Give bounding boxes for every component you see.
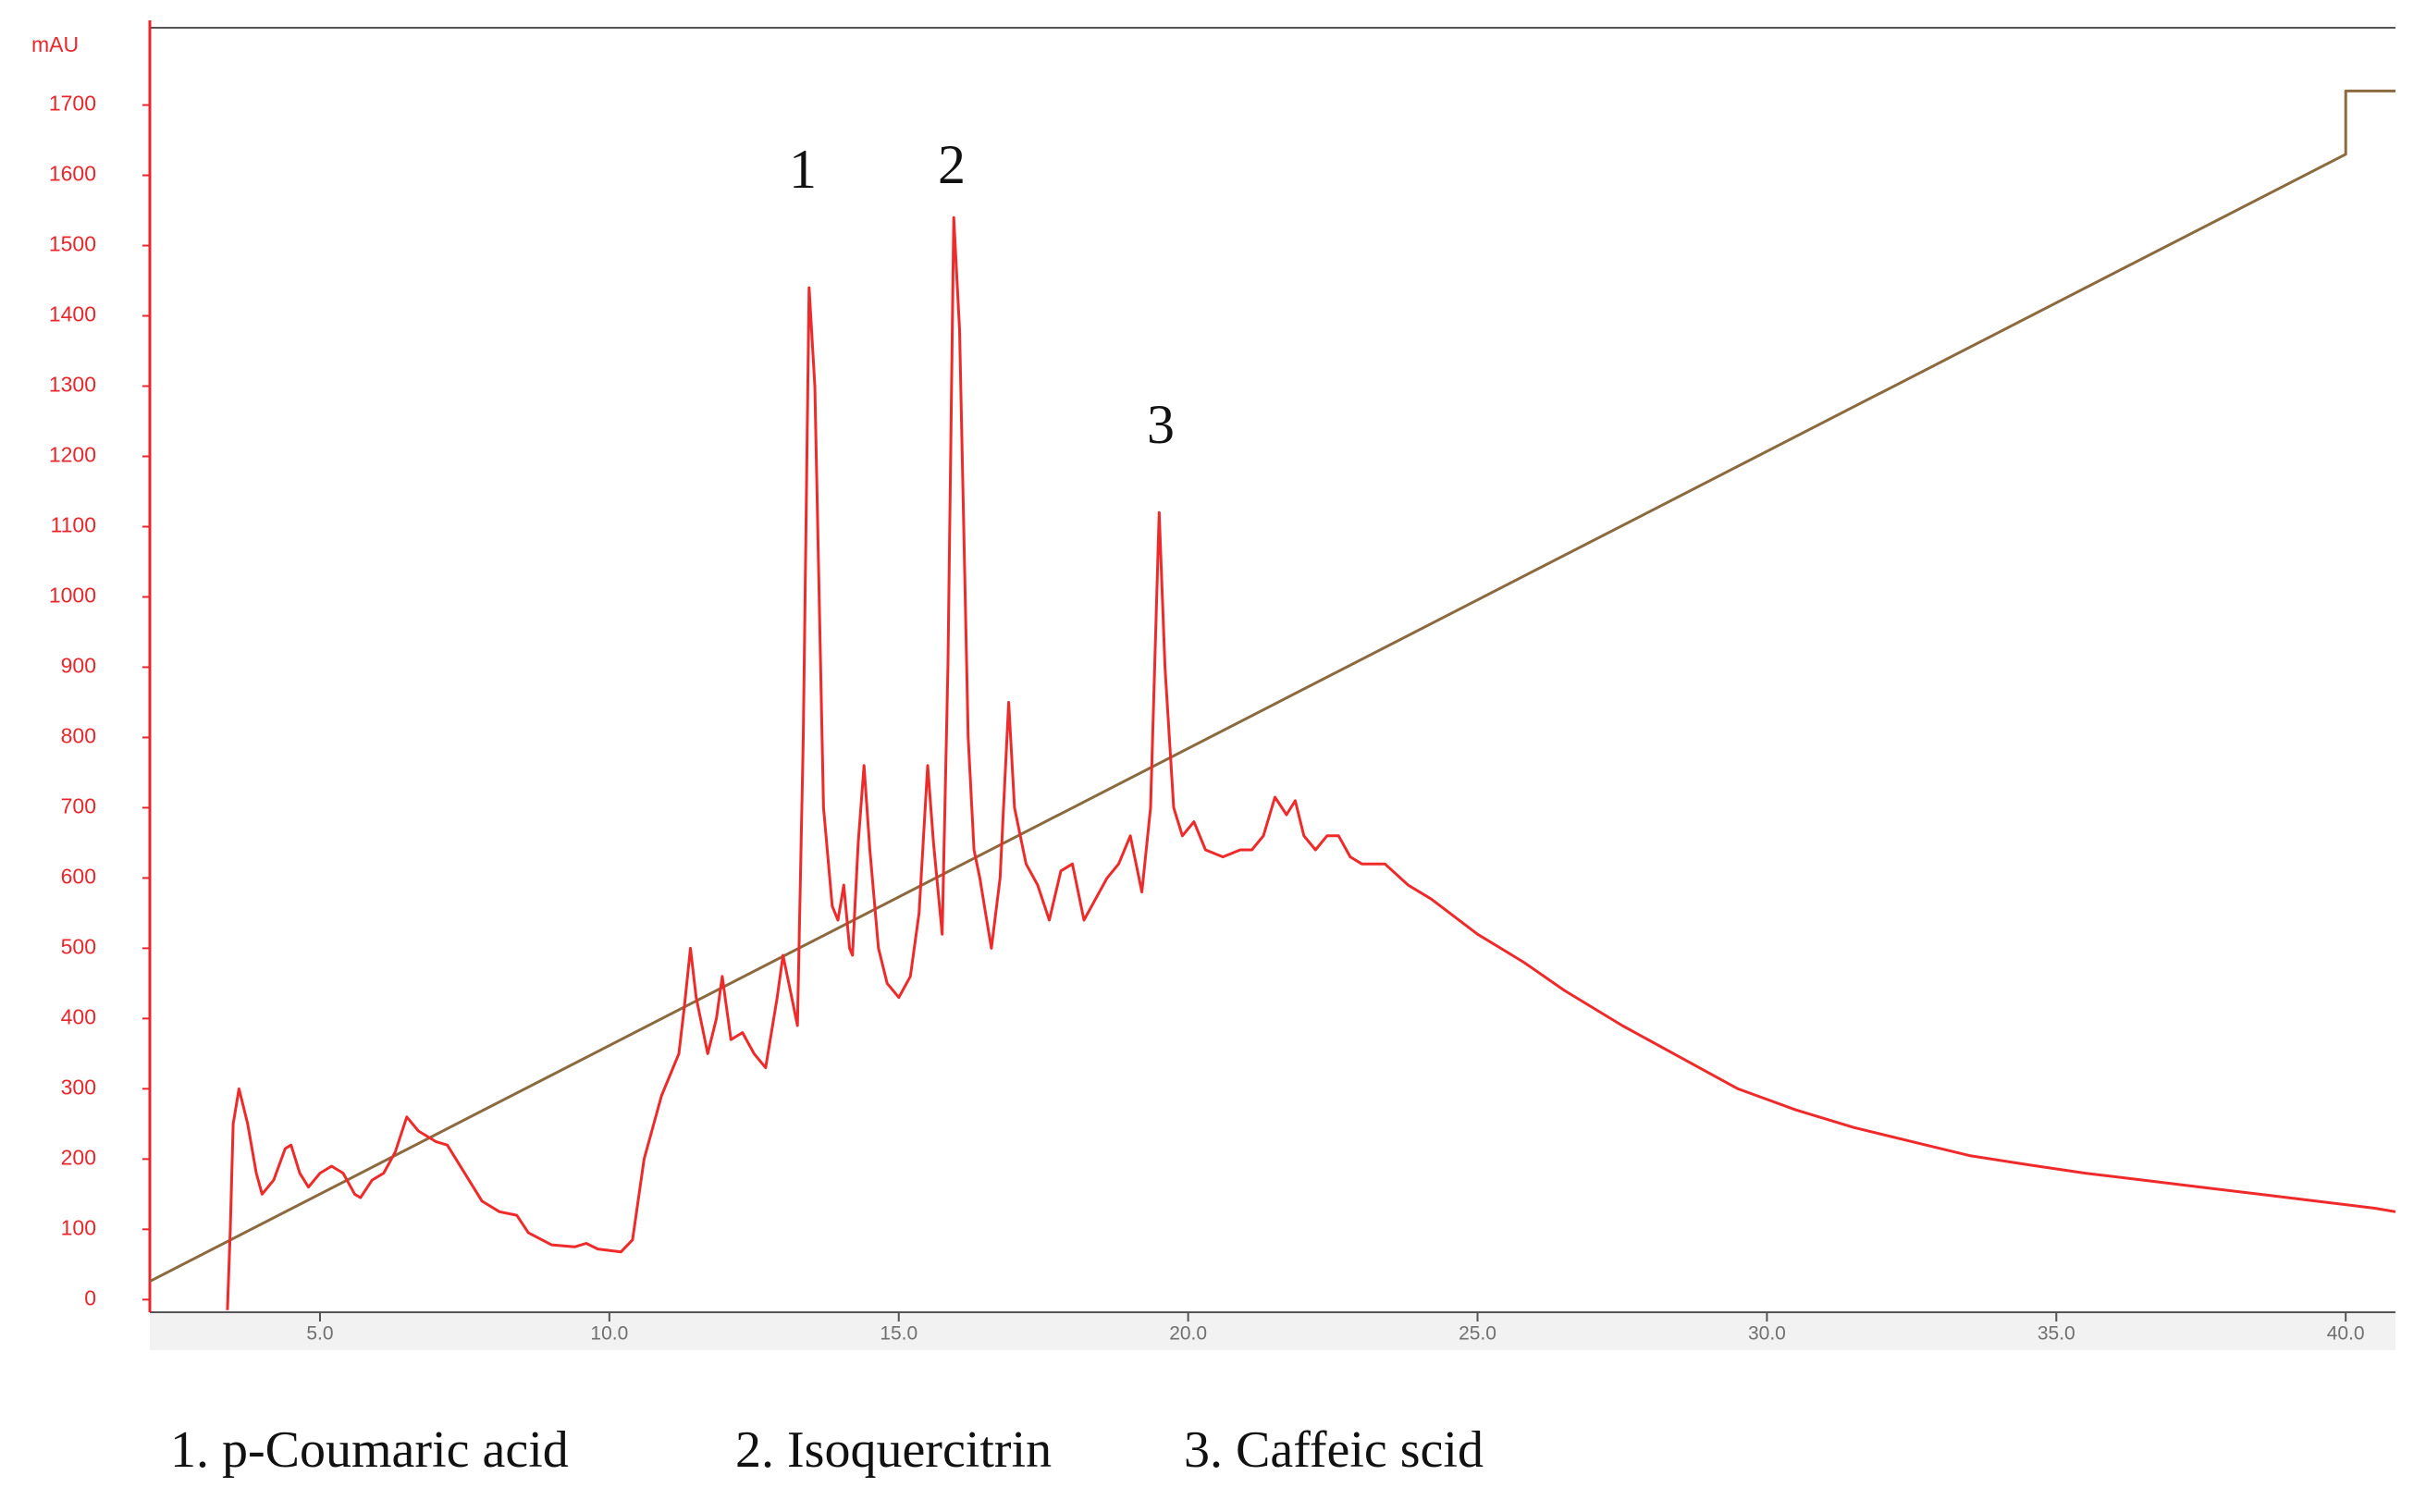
y-tick-label: 700 bbox=[61, 794, 96, 818]
y-tick-label: 900 bbox=[61, 654, 96, 678]
y-tick-label: 0 bbox=[84, 1285, 96, 1309]
y-tick-label: 1500 bbox=[49, 232, 96, 256]
y-tick-label: 300 bbox=[61, 1075, 96, 1099]
x-axis-band bbox=[150, 1313, 2395, 1350]
y-axis-label: mAU bbox=[31, 32, 79, 56]
peak-label: 1 bbox=[789, 139, 817, 200]
y-tick-label: 1000 bbox=[49, 584, 96, 608]
x-tick-label: 10.0 bbox=[590, 1323, 628, 1345]
y-tick-label: 800 bbox=[61, 724, 96, 748]
peak-label: 2 bbox=[938, 134, 966, 195]
y-tick-label: 200 bbox=[61, 1145, 96, 1169]
caption: 3. Caffeic scid bbox=[1184, 1421, 1484, 1479]
x-tick-label: 5.0 bbox=[306, 1323, 333, 1345]
series-line bbox=[226, 215, 2396, 1310]
x-tick-label: 25.0 bbox=[1459, 1323, 1496, 1345]
y-tick-label: 1100 bbox=[51, 513, 96, 537]
y-tick-label: 1600 bbox=[49, 162, 96, 186]
x-tick-label: 20.0 bbox=[1169, 1323, 1207, 1345]
y-tick-label: 1300 bbox=[49, 373, 96, 397]
caption: 1. p-Coumaric acid bbox=[170, 1421, 569, 1479]
x-tick-label: 40.0 bbox=[2327, 1323, 2365, 1345]
y-tick-label: 400 bbox=[61, 1004, 96, 1028]
peak-label: 3 bbox=[1147, 394, 1175, 455]
y-tick-label: 1200 bbox=[49, 443, 96, 467]
x-tick-label: 35.0 bbox=[2038, 1323, 2075, 1345]
y-tick-label: 600 bbox=[61, 864, 96, 888]
x-tick-label: 30.0 bbox=[1748, 1323, 1786, 1345]
y-tick-label: 1700 bbox=[49, 92, 96, 116]
x-tick-label: 15.0 bbox=[880, 1323, 917, 1345]
y-tick-label: 100 bbox=[61, 1215, 96, 1239]
y-tick-label: 500 bbox=[61, 934, 96, 958]
caption: 2. Isoquercitrin bbox=[735, 1421, 1052, 1479]
y-tick-label: 1400 bbox=[49, 302, 96, 326]
series-line bbox=[149, 89, 2395, 1283]
